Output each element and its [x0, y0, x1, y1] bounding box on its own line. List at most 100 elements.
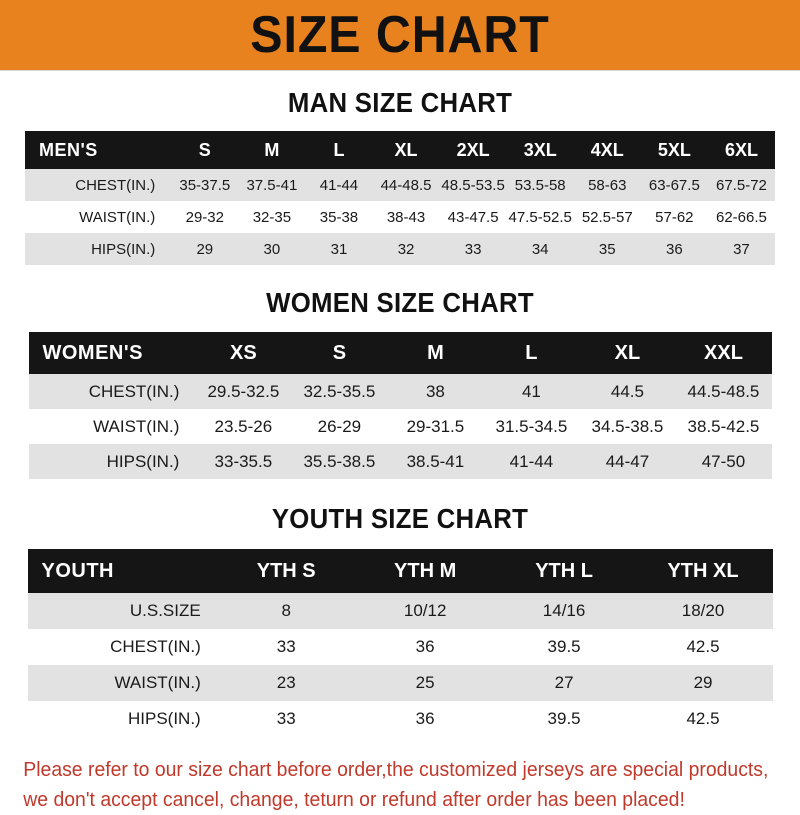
measurement-cell: 47-50 — [675, 444, 772, 479]
women-table-header: WOMEN'S XS S M L XL XXL — [28, 332, 772, 374]
row-label-waist-in-: WAIST(IN.) — [25, 201, 172, 233]
column-header-6xl: 6XL — [707, 131, 775, 169]
row-label-chest-in-: CHEST(IN.) — [25, 169, 172, 201]
measurement-cell: 33 — [439, 233, 507, 265]
measurement-cell: 42.5 — [633, 629, 773, 665]
row-label-waist-in-: WAIST(IN.) — [27, 665, 217, 701]
measurement-cell: 41-44 — [305, 169, 373, 201]
column-header-xxl: XXL — [675, 332, 772, 374]
measurement-cell: 53.5-58 — [506, 169, 574, 201]
table-row: HIPS(IN.) 33 36 39.5 42.5 — [27, 701, 773, 737]
youth-section-title: YOUTH SIZE CHART — [271, 503, 529, 534]
column-header-3xl: 3XL — [506, 131, 574, 169]
measurement-cell: 37 — [707, 233, 775, 265]
measurement-cell: 63-67.5 — [640, 169, 708, 201]
column-header-m: M — [387, 332, 484, 374]
measurement-cell: 37.5-41 — [238, 169, 306, 201]
measurement-cell: 52.5-57 — [573, 201, 641, 233]
measurement-cell: 14/16 — [494, 593, 634, 629]
measurement-cell: 44.5-48.5 — [675, 374, 772, 409]
measurement-cell: 47.5-52.5 — [506, 201, 574, 233]
table-row: WAIST(IN.) 23.5-26 26-29 29-31.5 31.5-34.5 34… — [28, 409, 772, 444]
measurement-cell: 41-44 — [483, 444, 580, 479]
measurement-cell: 32.5-35.5 — [291, 374, 388, 409]
table-row: CHEST(IN.) 29.5-32.5 32.5-35.5 38 41 44.5 44.5… — [28, 374, 772, 409]
table-header-row: WOMEN'S XS S M L XL XXL — [28, 332, 772, 374]
row-label-u-s-size: U.S.SIZE — [27, 593, 217, 629]
table-row: WAIST(IN.) 29-32 32-35 35-38 38-43 43-47.5 47.… — [25, 201, 775, 233]
table-row: HIPS(IN.) 33-35.5 35.5-38.5 38.5-41 41-44 44-… — [28, 444, 772, 479]
measurement-cell: 43-47.5 — [439, 201, 507, 233]
man-table-corner-label: MEN'S — [25, 131, 172, 169]
row-label-hips-in-: HIPS(IN.) — [27, 701, 217, 737]
measurement-cell: 31.5-34.5 — [483, 409, 580, 444]
women-size-table-wrapper: WOMEN'S XS S M L XL XXL CHEST(IN.) 29.5-32.5 32.… — [28, 332, 772, 479]
column-header-m: M — [238, 131, 306, 169]
measurement-cell: 42.5 — [633, 701, 773, 737]
table-row: WAIST(IN.) 23 25 27 29 — [27, 665, 773, 701]
measurement-cell: 38.5-42.5 — [675, 409, 772, 444]
column-header-4xl: 4XL — [573, 131, 641, 169]
youth-table-body: U.S.SIZE 8 10/12 14/16 18/20 CHEST(IN.) 33 36 39… — [27, 593, 773, 737]
youth-table-header: YOUTH YTH S YTH M YTH L YTH XL — [27, 549, 773, 593]
column-header-l: L — [305, 131, 373, 169]
table-row: HIPS(IN.) 29 30 31 32 33 34 35 36 37 — [25, 233, 775, 265]
table-header-row: MEN'S S M L XL 2XL 3XL 4XL 5XL 6XL — [25, 131, 775, 169]
measurement-cell: 27 — [494, 665, 634, 701]
measurement-cell: 33-35.5 — [195, 444, 292, 479]
measurement-cell: 33 — [216, 629, 356, 665]
column-header-yth-l: YTH L — [494, 549, 634, 593]
order-policy-note-line-2: we don't accept cancel, change, teturn o… — [23, 789, 685, 811]
measurement-cell: 39.5 — [494, 629, 634, 665]
measurement-cell: 44-48.5 — [372, 169, 440, 201]
column-header-xl: XL — [579, 332, 676, 374]
column-header-yth-s: YTH S — [216, 549, 356, 593]
measurement-cell: 58-63 — [573, 169, 641, 201]
measurement-cell: 29-32 — [171, 201, 239, 233]
measurement-cell: 29 — [171, 233, 239, 265]
youth-size-table-wrapper: YOUTH YTH S YTH M YTH L YTH XL U.S.SIZE 8 10/1… — [27, 549, 773, 737]
column-header-s: S — [291, 332, 388, 374]
column-header-xs: XS — [195, 332, 292, 374]
measurement-cell: 32 — [372, 233, 440, 265]
measurement-cell: 29.5-32.5 — [195, 374, 292, 409]
column-header-2xl: 2XL — [439, 131, 507, 169]
row-label-waist-in-: WAIST(IN.) — [28, 409, 196, 444]
measurement-cell: 35 — [573, 233, 641, 265]
column-header-s: S — [171, 131, 239, 169]
measurement-cell: 36 — [355, 629, 495, 665]
measurement-cell: 31 — [305, 233, 373, 265]
man-table-header: MEN'S S M L XL 2XL 3XL 4XL 5XL 6XL — [25, 131, 775, 169]
measurement-cell: 41 — [483, 374, 580, 409]
measurement-cell: 29 — [633, 665, 773, 701]
measurement-cell: 62-66.5 — [707, 201, 775, 233]
measurement-cell: 23 — [216, 665, 356, 701]
measurement-cell: 34.5-38.5 — [579, 409, 676, 444]
measurement-cell: 35.5-38.5 — [291, 444, 388, 479]
youth-size-table: YOUTH YTH S YTH M YTH L YTH XL U.S.SIZE 8 10/1… — [27, 549, 773, 737]
measurement-cell: 34 — [506, 233, 574, 265]
order-policy-note: Please refer to our size chart before or… — [0, 755, 776, 815]
man-size-table-wrapper: MEN'S S M L XL 2XL 3XL 4XL 5XL 6XL CHEST(IN.) 35-3… — [25, 131, 775, 265]
measurement-cell: 26-29 — [291, 409, 388, 444]
measurement-cell: 39.5 — [494, 701, 634, 737]
measurement-cell: 35-38 — [305, 201, 373, 233]
man-table-body: CHEST(IN.) 35-37.5 37.5-41 41-44 44-48.5 48.5… — [25, 169, 775, 265]
table-row: CHEST(IN.) 35-37.5 37.5-41 41-44 44-48.5 48.5… — [25, 169, 775, 201]
measurement-cell: 67.5-72 — [707, 169, 775, 201]
measurement-cell: 30 — [238, 233, 306, 265]
table-header-row: YOUTH YTH S YTH M YTH L YTH XL — [27, 549, 773, 593]
row-label-hips-in-: HIPS(IN.) — [25, 233, 172, 265]
measurement-cell: 29-31.5 — [387, 409, 484, 444]
table-row: CHEST(IN.) 33 36 39.5 42.5 — [27, 629, 773, 665]
women-table-corner-label: WOMEN'S — [28, 332, 196, 374]
measurement-cell: 10/12 — [355, 593, 495, 629]
measurement-cell: 38.5-41 — [387, 444, 484, 479]
man-section-title: MAN SIZE CHART — [287, 87, 513, 118]
measurement-cell: 23.5-26 — [195, 409, 292, 444]
page-banner: SIZE CHART — [0, 0, 800, 71]
measurement-cell: 18/20 — [633, 593, 773, 629]
measurement-cell: 36 — [355, 701, 495, 737]
column-header-yth-m: YTH M — [355, 549, 495, 593]
